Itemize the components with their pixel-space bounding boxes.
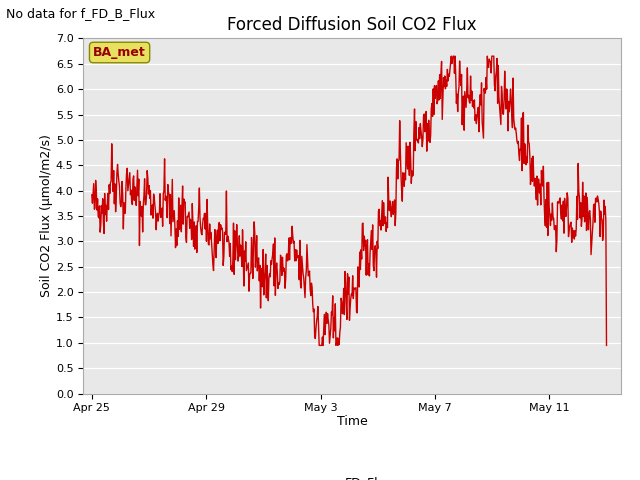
Text: BA_met: BA_met: [93, 46, 146, 59]
Title: Forced Diffusion Soil CO2 Flux: Forced Diffusion Soil CO2 Flux: [227, 16, 477, 34]
Y-axis label: Soil CO2 Flux (μmol/m2/s): Soil CO2 Flux (μmol/m2/s): [40, 134, 53, 298]
X-axis label: Time: Time: [337, 415, 367, 428]
Text: No data for f_FD_B_Flux: No data for f_FD_B_Flux: [6, 7, 156, 20]
Legend: FD_Flux: FD_Flux: [305, 471, 399, 480]
